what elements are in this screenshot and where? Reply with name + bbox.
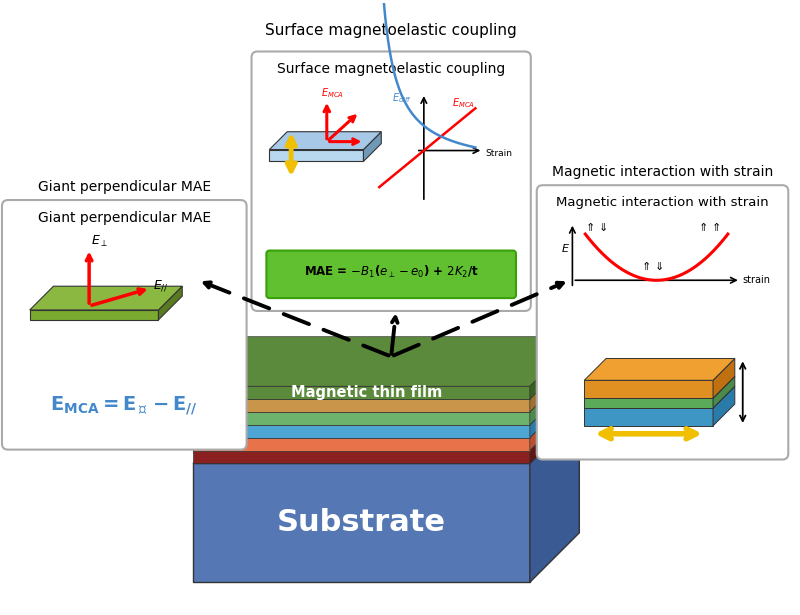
Polygon shape: [530, 375, 579, 438]
Polygon shape: [584, 386, 735, 408]
Polygon shape: [193, 386, 530, 399]
Polygon shape: [584, 398, 713, 408]
Text: MAE = $-B_1$($e_{\perp} - e_0$) + $2K_2$/t: MAE = $-B_1$($e_{\perp} - e_0$) + $2K_2$…: [303, 264, 478, 280]
Polygon shape: [270, 149, 363, 161]
Polygon shape: [193, 401, 579, 451]
Polygon shape: [193, 399, 530, 412]
Text: $E_{diff}$: $E_{diff}$: [392, 91, 412, 105]
Text: Magnetic thin film: Magnetic thin film: [290, 385, 442, 400]
Text: Giant perpendicular MAE: Giant perpendicular MAE: [38, 180, 211, 194]
Text: Substrate: Substrate: [277, 509, 446, 538]
Text: $\Uparrow\Uparrow$: $\Uparrow\Uparrow$: [696, 220, 721, 232]
Polygon shape: [193, 464, 530, 582]
Polygon shape: [193, 451, 530, 464]
Polygon shape: [530, 337, 579, 399]
Polygon shape: [584, 376, 735, 398]
Text: $E_{MCA}$: $E_{MCA}$: [451, 96, 474, 109]
Text: Strain: Strain: [486, 149, 512, 158]
Text: E: E: [562, 244, 569, 253]
Polygon shape: [713, 359, 735, 398]
Polygon shape: [270, 132, 382, 149]
Polygon shape: [30, 286, 182, 310]
Polygon shape: [530, 388, 579, 451]
Text: Magnetic interaction with strain: Magnetic interaction with strain: [552, 165, 773, 179]
Polygon shape: [530, 414, 579, 582]
Text: $\Uparrow\Downarrow$: $\Uparrow\Downarrow$: [639, 260, 664, 272]
Polygon shape: [158, 286, 182, 320]
Polygon shape: [530, 401, 579, 464]
FancyBboxPatch shape: [251, 52, 531, 311]
Polygon shape: [193, 414, 579, 464]
Text: strain: strain: [742, 276, 770, 285]
Text: Giant perpendicular MAE: Giant perpendicular MAE: [38, 211, 211, 225]
Polygon shape: [193, 388, 579, 438]
Polygon shape: [30, 310, 158, 320]
Polygon shape: [193, 375, 579, 425]
Polygon shape: [713, 386, 735, 426]
Polygon shape: [193, 438, 530, 451]
Polygon shape: [584, 359, 735, 380]
FancyBboxPatch shape: [2, 200, 246, 450]
Text: Surface magnetoelastic coupling: Surface magnetoelastic coupling: [277, 62, 506, 76]
Text: $\Uparrow\Downarrow$: $\Uparrow\Downarrow$: [582, 221, 608, 232]
Text: $E_{\perp}$: $E_{\perp}$: [91, 234, 108, 248]
FancyBboxPatch shape: [266, 250, 516, 298]
Text: $\mathbf{E_{MCA} = E_{\perp} - E_{//}}$: $\mathbf{E_{MCA} = E_{\perp} - E_{//}}$: [50, 395, 198, 418]
Polygon shape: [193, 349, 579, 399]
Text: Magnetic interaction with strain: Magnetic interaction with strain: [556, 196, 769, 209]
Polygon shape: [363, 132, 382, 161]
Polygon shape: [584, 408, 713, 426]
Polygon shape: [193, 425, 530, 438]
Polygon shape: [713, 376, 735, 408]
Polygon shape: [193, 337, 579, 386]
Polygon shape: [193, 412, 530, 425]
Polygon shape: [530, 362, 579, 425]
FancyBboxPatch shape: [537, 185, 788, 459]
Polygon shape: [193, 362, 579, 412]
Polygon shape: [584, 380, 713, 398]
Text: $E_{MCA}$: $E_{MCA}$: [321, 86, 344, 100]
Text: $E_{//}$: $E_{//}$: [153, 278, 168, 293]
Polygon shape: [530, 349, 579, 412]
Text: Surface magnetoelastic coupling: Surface magnetoelastic coupling: [266, 23, 517, 38]
